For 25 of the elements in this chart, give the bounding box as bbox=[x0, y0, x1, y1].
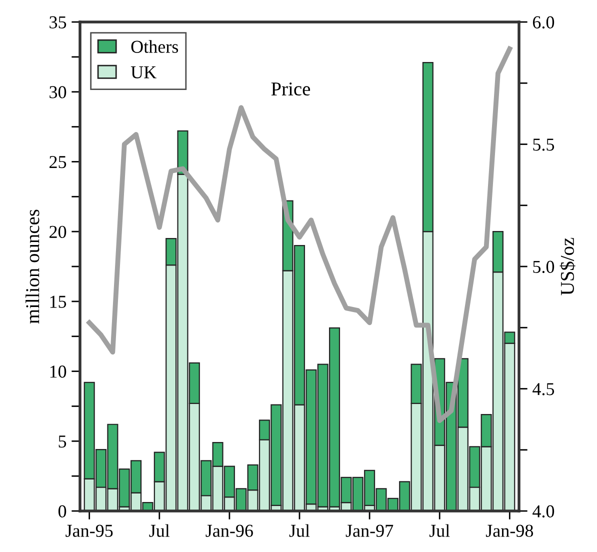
y2-tick-label: 5.5 bbox=[533, 138, 554, 151]
x-tick-label: Jul bbox=[429, 524, 450, 537]
y2-tick-label: 5.0 bbox=[533, 260, 554, 274]
y-tick-label: 35 bbox=[50, 16, 66, 28]
y-tick-label: 15 bbox=[50, 296, 66, 308]
y2-tick-label: 4.0 bbox=[532, 505, 554, 518]
x-tick-label: Jan-98 bbox=[486, 524, 534, 537]
y-tick-label: 10 bbox=[50, 366, 66, 378]
y-tick-label: 20 bbox=[50, 226, 66, 238]
legend-label: UK bbox=[130, 66, 156, 78]
y2-axis-title: US$/oz bbox=[560, 238, 576, 296]
y-tick-label: 0 bbox=[58, 505, 66, 518]
legend-label: Others bbox=[131, 40, 178, 53]
x-tick-label: Jan-97 bbox=[346, 524, 394, 537]
x-tick-label: Jul bbox=[289, 524, 310, 537]
y-tick-label: 25 bbox=[50, 156, 66, 168]
x-tick-label: Jul bbox=[149, 524, 170, 537]
y2-tick-label: 4.5 bbox=[532, 383, 554, 396]
x-tick-label: Jan-96 bbox=[206, 524, 253, 537]
y2-tick-label: 6.0 bbox=[532, 16, 554, 29]
y-tick-label: 5 bbox=[58, 436, 66, 448]
y-axis-title: million ounces bbox=[26, 210, 40, 324]
y-tick-label: 30 bbox=[50, 86, 66, 98]
x-tick-label: Jan-95 bbox=[66, 524, 113, 537]
series-label: Price bbox=[271, 82, 310, 96]
